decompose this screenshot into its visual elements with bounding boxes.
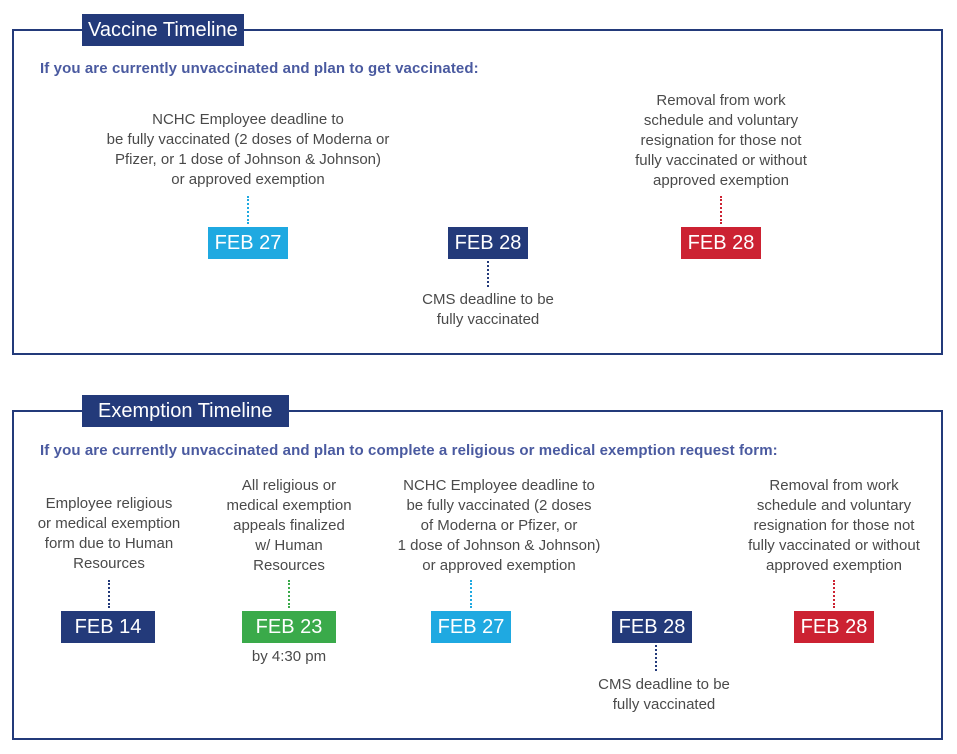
exemption-timeline-title: Exemption Timeline: [82, 395, 289, 427]
exemption-item-3-connector: [470, 580, 472, 608]
exemption-timeline-subtitle: If you are currently unvaccinated and pl…: [40, 442, 778, 459]
exemption-item-3-description: NCHC Employee deadline to be fully vacci…: [397, 477, 601, 574]
exemption-timeline-panel: [12, 410, 943, 740]
exemption-item-4-connector: [655, 645, 657, 671]
exemption-item-4-date: FEB 28: [612, 611, 692, 643]
vaccine-item-3-connector: [720, 196, 722, 224]
vaccine-timeline-panel: [12, 29, 943, 355]
vaccine-item-1-connector: [247, 196, 249, 224]
exemption-item-5-description: Removal from work schedule and voluntary…: [748, 477, 920, 574]
vaccine-timeline-title: Vaccine Timeline: [82, 14, 244, 46]
vaccine-item-3-description: Removal from work schedule and voluntary…: [635, 92, 807, 189]
vaccine-item-1-description: NCHC Employee deadline to be fully vacci…: [106, 111, 390, 188]
exemption-item-2-note: by 4:30 pm: [251, 648, 327, 665]
exemption-item-3-date: FEB 27: [431, 611, 511, 643]
vaccine-item-3-date: FEB 28: [681, 227, 761, 259]
vaccine-item-2-date: FEB 28: [448, 227, 528, 259]
exemption-item-4-description: CMS deadline to be fully vaccinated: [598, 676, 730, 713]
exemption-item-1-connector: [108, 580, 110, 608]
vaccine-item-2-description: CMS deadline to be fully vaccinated: [422, 291, 554, 328]
exemption-item-5-date: FEB 28: [794, 611, 874, 643]
vaccine-timeline-subtitle: If you are currently unvaccinated and pl…: [40, 60, 479, 77]
exemption-item-2-connector: [288, 580, 290, 608]
exemption-item-1-date: FEB 14: [61, 611, 155, 643]
exemption-item-5-connector: [833, 580, 835, 608]
exemption-item-2-description: All religious or medical exemption appea…: [226, 477, 352, 574]
vaccine-item-1-date: FEB 27: [208, 227, 288, 259]
exemption-item-2-date: FEB 23: [242, 611, 336, 643]
vaccine-item-2-connector: [487, 261, 489, 287]
exemption-item-1-description: Employee religious or medical exemption …: [37, 495, 181, 572]
